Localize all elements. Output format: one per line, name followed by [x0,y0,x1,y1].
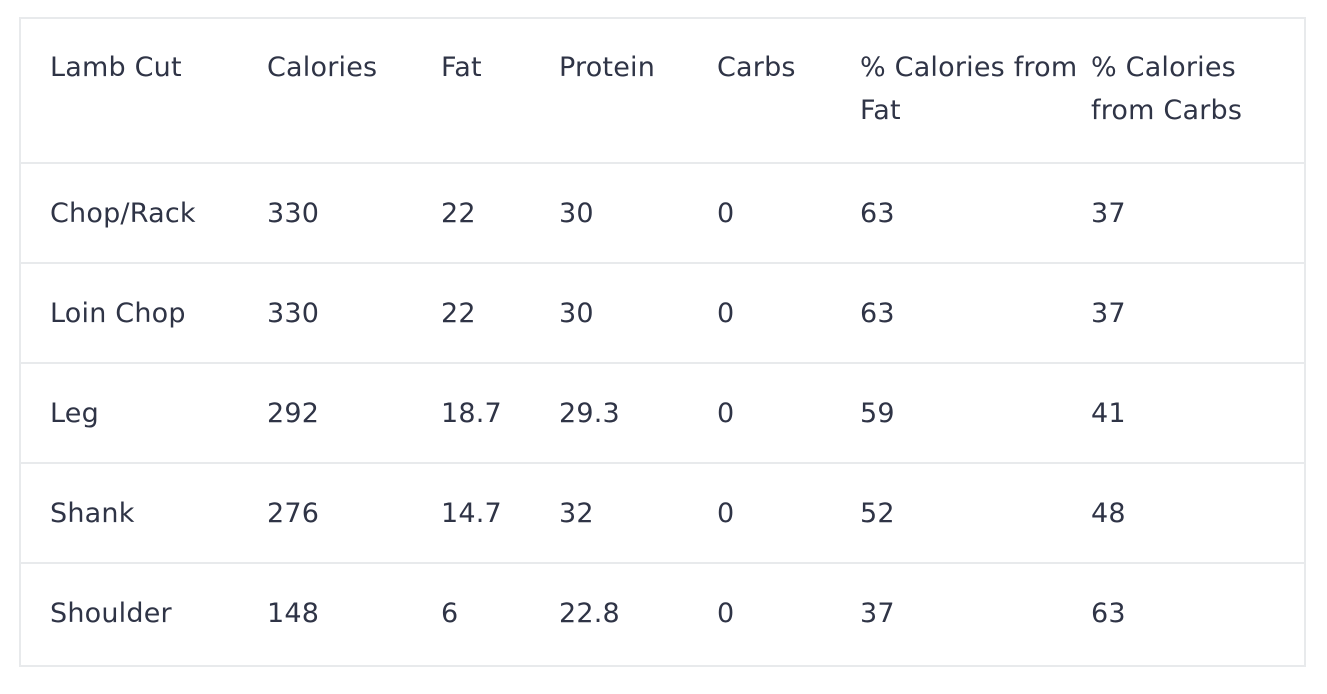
column-header-pct-calories-carbs: % Calories from Carbs [1091,52,1243,126]
table-header: Lamb Cut Calories Fat Protein Carbs % Ca… [21,19,1304,163]
column-header-carbs: Carbs [717,52,796,83]
column-header-lamb-cut: Lamb Cut [50,52,182,83]
cell-fat: 18.7 [441,397,502,429]
cell-pct-calories-carbs: 63 [1091,598,1126,629]
cell-calories: 292 [267,397,320,429]
column-header-pct-calories-fat: % Calories from Fat [860,52,1078,126]
cell-protein: 29.3 [559,397,620,429]
cell-carbs: 0 [717,297,735,329]
cell-lamb-cut: Shank [50,497,135,529]
nutrition-table-container: Lamb Cut Calories Fat Protein Carbs % Ca… [19,17,1306,667]
cell-fat: 6 [441,598,459,629]
cell-protein: 22.8 [559,598,620,629]
cell-fat: 22 [441,197,476,229]
table-row: Shank 276 14.7 32 0 52 48 [21,463,1304,563]
column-header-calories: Calories [267,52,378,83]
cell-lamb-cut: Shoulder [50,598,172,629]
cell-carbs: 0 [717,397,735,429]
cell-protein: 32 [559,497,594,529]
cell-calories: 330 [267,197,320,229]
cell-pct-calories-fat: 52 [860,497,895,529]
cell-pct-calories-fat: 59 [860,397,895,429]
table-body: Chop/Rack 330 22 30 0 63 37 Loin Chop 33… [21,163,1304,663]
table-row: Chop/Rack 330 22 30 0 63 37 [21,163,1304,263]
cell-carbs: 0 [717,497,735,529]
cell-calories: 330 [267,297,320,329]
cell-lamb-cut: Leg [50,397,99,429]
cell-pct-calories-carbs: 48 [1091,497,1126,529]
cell-pct-calories-carbs: 37 [1091,297,1126,329]
cell-calories: 276 [267,497,320,529]
cell-calories: 148 [267,598,320,629]
table-row: Leg 292 18.7 29.3 0 59 41 [21,363,1304,463]
cell-protein: 30 [559,197,594,229]
lamb-nutrition-table: Lamb Cut Calories Fat Protein Carbs % Ca… [21,19,1304,663]
column-header-fat: Fat [441,52,482,83]
cell-pct-calories-fat: 37 [860,598,895,629]
table-row: Shoulder 148 6 22.8 0 37 63 [21,563,1304,663]
cell-pct-calories-carbs: 41 [1091,397,1126,429]
cell-pct-calories-carbs: 37 [1091,197,1126,229]
cell-protein: 30 [559,297,594,329]
cell-lamb-cut: Loin Chop [50,297,186,329]
table-row: Loin Chop 330 22 30 0 63 37 [21,263,1304,363]
cell-carbs: 0 [717,598,735,629]
cell-pct-calories-fat: 63 [860,197,895,229]
cell-lamb-cut: Chop/Rack [50,197,196,229]
column-header-protein: Protein [559,52,656,83]
cell-fat: 22 [441,297,476,329]
header-row: Lamb Cut Calories Fat Protein Carbs % Ca… [21,19,1304,163]
cell-fat: 14.7 [441,497,502,529]
cell-carbs: 0 [717,197,735,229]
cell-pct-calories-fat: 63 [860,297,895,329]
